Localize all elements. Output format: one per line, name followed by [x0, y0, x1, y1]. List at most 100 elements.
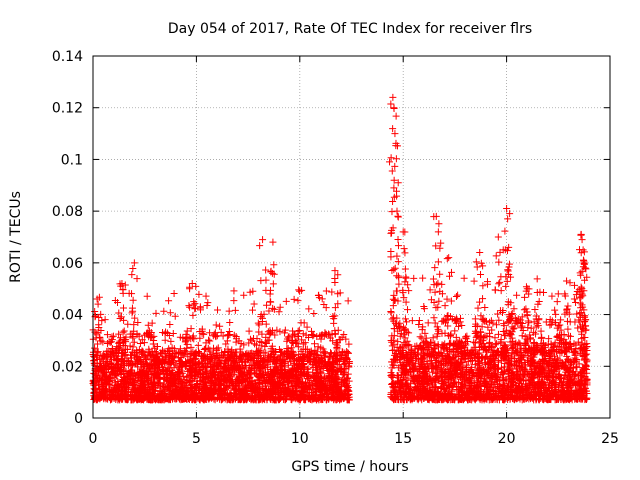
data-point [273, 326, 281, 334]
data-point [103, 339, 111, 347]
data-point [533, 275, 541, 283]
data-point [249, 357, 257, 365]
data-point [322, 287, 330, 295]
data-point [295, 286, 303, 294]
data-point [120, 327, 128, 335]
data-point [94, 340, 102, 348]
data-point [105, 338, 113, 346]
data-point [256, 338, 264, 346]
data-point [471, 315, 479, 323]
data-point [167, 337, 175, 345]
data-point [249, 306, 257, 314]
data-point [101, 316, 109, 324]
data-point [230, 297, 238, 305]
data-point [170, 289, 178, 297]
data-point [160, 307, 168, 315]
data-point [254, 319, 262, 327]
data-point [345, 340, 353, 348]
data-point [512, 318, 520, 326]
data-point [460, 274, 468, 282]
chart-title: Day 054 of 2017, Rate Of TEC Index for r… [168, 21, 532, 37]
data-point [342, 335, 350, 343]
data-point [271, 331, 279, 339]
data-point [294, 332, 302, 340]
data-point [518, 332, 526, 340]
x-tick-label: 15 [394, 431, 412, 447]
data-point [275, 308, 283, 316]
data-point [245, 327, 253, 335]
data-point [401, 315, 409, 323]
data-point [424, 319, 432, 327]
data-point [230, 287, 238, 295]
data-point [265, 307, 273, 315]
y-tick-label: 0.1 [61, 152, 83, 168]
data-point [206, 329, 214, 337]
data-point [225, 307, 233, 315]
y-tick-label: 0 [74, 411, 83, 427]
data-point [246, 335, 254, 343]
data-points [89, 93, 591, 404]
data-point [97, 337, 105, 345]
x-tick-label: 0 [89, 431, 98, 447]
data-point [183, 344, 191, 352]
data-point [343, 348, 351, 356]
data-point [124, 320, 132, 328]
data-point [203, 302, 211, 310]
data-point [318, 295, 326, 303]
data-point [119, 328, 127, 336]
data-point [129, 343, 137, 351]
data-point [120, 373, 128, 381]
data-point [266, 298, 274, 306]
y-tick-label: 0.02 [52, 359, 83, 375]
data-point [250, 300, 258, 308]
data-point [92, 330, 100, 338]
data-point [140, 339, 148, 347]
data-point [282, 297, 290, 305]
data-point [540, 288, 548, 296]
data-point [216, 322, 224, 330]
data-point [240, 291, 248, 299]
data-point [491, 334, 499, 342]
data-point [117, 334, 125, 342]
data-point [309, 332, 317, 340]
data-point [213, 345, 221, 353]
data-point [237, 340, 245, 348]
data-point [481, 303, 489, 311]
data-point [290, 295, 298, 303]
data-point [340, 378, 348, 386]
data-point [224, 331, 232, 339]
data-point [149, 340, 157, 348]
x-tick-label: 20 [498, 431, 516, 447]
data-point [255, 346, 263, 354]
data-point [231, 306, 239, 314]
data-point [287, 344, 295, 352]
data-point [305, 305, 313, 313]
data-point [304, 365, 312, 373]
y-tick-label: 0.14 [52, 49, 83, 65]
grid [93, 56, 610, 418]
data-point [416, 333, 424, 341]
data-point [310, 340, 318, 348]
data-point [295, 327, 303, 335]
data-point [166, 320, 174, 328]
x-tick-label: 10 [291, 431, 309, 447]
data-point [214, 306, 222, 314]
y-tick-label: 0.08 [52, 204, 83, 220]
data-point [176, 345, 184, 353]
data-point [166, 309, 174, 317]
data-point [276, 328, 284, 336]
data-point [115, 339, 123, 347]
data-point [200, 330, 208, 338]
data-point [470, 277, 478, 285]
data-point [308, 330, 316, 338]
data-point [263, 301, 271, 309]
data-point [171, 312, 179, 320]
data-point [213, 332, 221, 340]
data-point [486, 318, 494, 326]
data-point [403, 318, 411, 326]
y-tick-label: 0.04 [52, 308, 83, 324]
data-point [264, 328, 272, 336]
data-point [297, 319, 305, 327]
